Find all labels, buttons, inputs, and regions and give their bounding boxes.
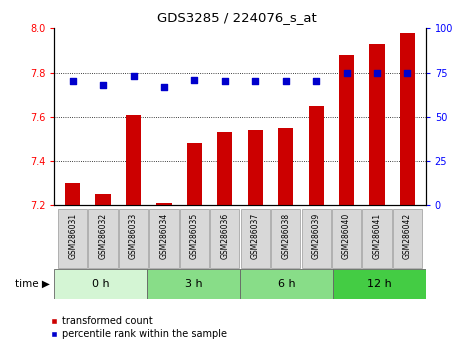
Bar [126,115,141,205]
Bar [339,55,354,205]
Bar [157,203,172,205]
FancyBboxPatch shape [393,209,422,268]
Point [99,82,107,88]
Point [160,84,168,90]
Point [69,79,77,84]
Point [343,70,350,75]
Text: GSM286032: GSM286032 [98,213,107,259]
Legend: transformed count, percentile rank within the sample: transformed count, percentile rank withi… [50,316,228,339]
Bar [65,183,80,205]
Bar [187,143,202,205]
Text: GSM286042: GSM286042 [403,213,412,259]
Bar [308,106,324,205]
Point [282,79,289,84]
Bar [278,128,293,205]
Point [403,70,411,75]
Point [252,79,259,84]
Text: GSM286039: GSM286039 [312,213,321,259]
Bar [333,269,426,299]
Text: 12 h: 12 h [367,279,392,289]
FancyBboxPatch shape [241,209,270,268]
Text: 6 h: 6 h [278,279,295,289]
Bar [96,194,111,205]
FancyBboxPatch shape [180,209,209,268]
Bar [147,269,240,299]
FancyBboxPatch shape [149,209,179,268]
Point [312,79,320,84]
Text: GSM286035: GSM286035 [190,213,199,259]
Text: GSM286033: GSM286033 [129,213,138,259]
Bar [217,132,232,205]
Bar [400,33,415,205]
Bar [248,130,263,205]
Text: GSM286031: GSM286031 [68,213,77,259]
FancyBboxPatch shape [210,209,239,268]
Bar [240,269,333,299]
Point [191,77,198,82]
Text: GSM286037: GSM286037 [251,213,260,259]
FancyBboxPatch shape [332,209,361,268]
Text: GSM286040: GSM286040 [342,213,351,259]
Text: time ▶: time ▶ [15,279,50,289]
Point [221,79,228,84]
Text: GDS3285 / 224076_s_at: GDS3285 / 224076_s_at [157,11,316,24]
Point [130,73,137,79]
FancyBboxPatch shape [362,209,392,268]
Bar [369,44,385,205]
FancyBboxPatch shape [88,209,118,268]
Point [373,70,381,75]
FancyBboxPatch shape [301,209,331,268]
Text: GSM286038: GSM286038 [281,213,290,259]
Bar [54,269,147,299]
FancyBboxPatch shape [119,209,148,268]
Text: GSM286034: GSM286034 [159,213,168,259]
Text: GSM286041: GSM286041 [373,213,382,259]
Text: 0 h: 0 h [92,279,110,289]
FancyBboxPatch shape [58,209,87,268]
Text: 3 h: 3 h [185,279,202,289]
FancyBboxPatch shape [271,209,300,268]
Text: GSM286036: GSM286036 [220,213,229,259]
